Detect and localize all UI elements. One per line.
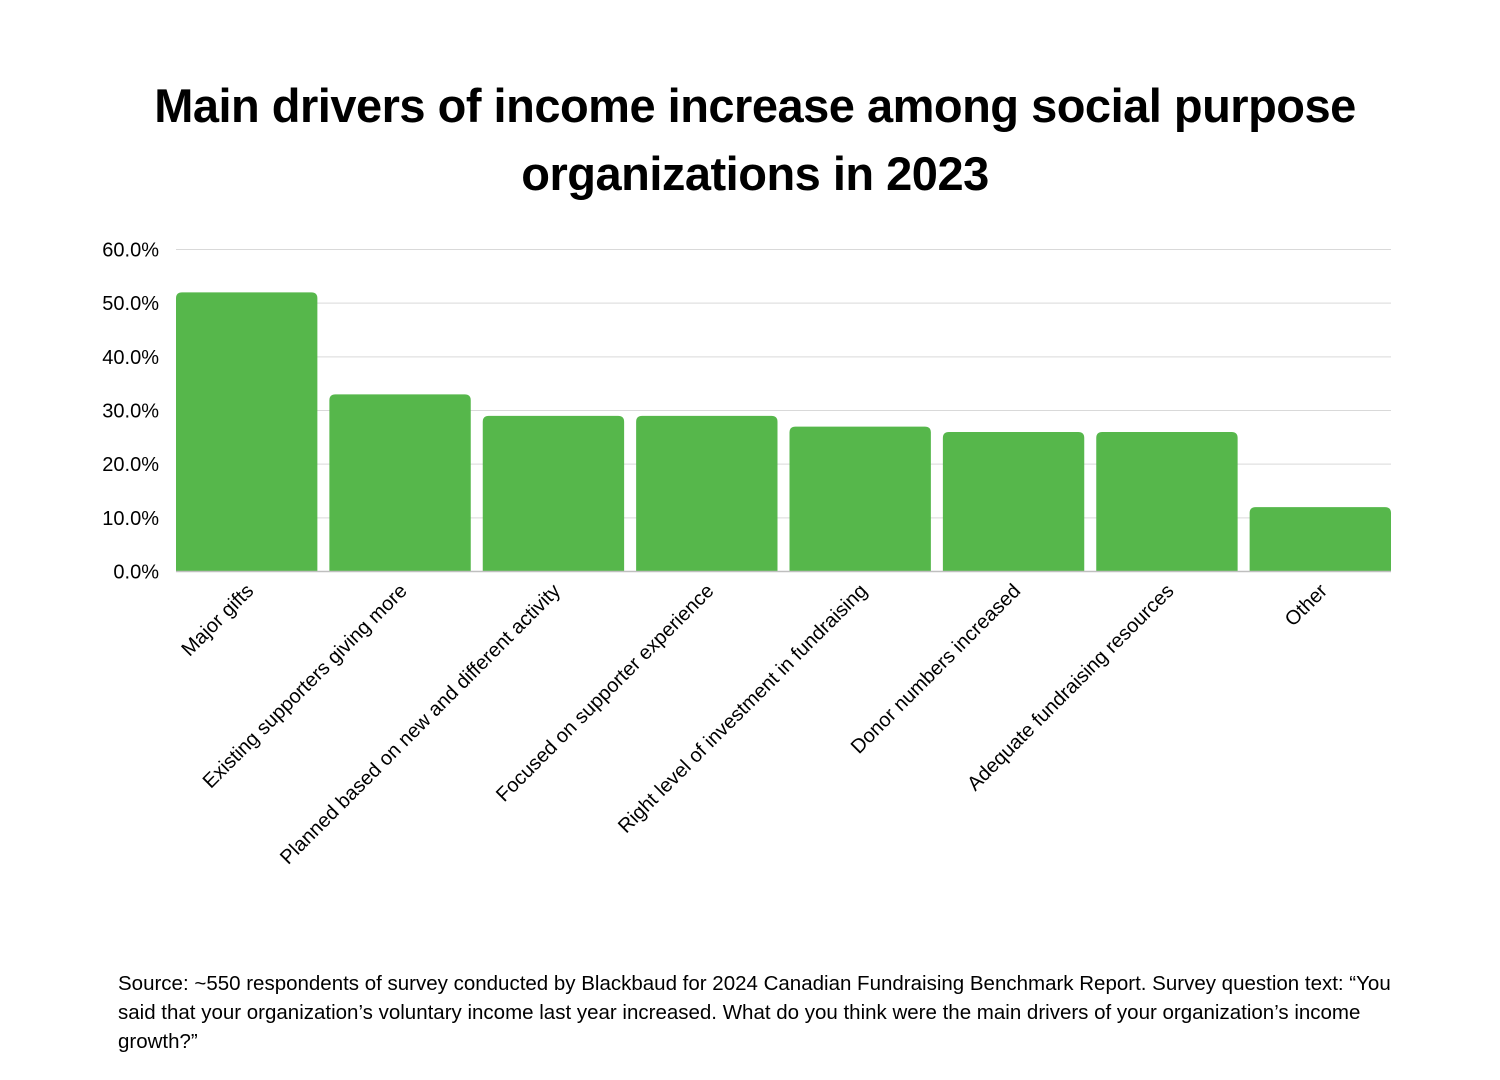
- bar: [1096, 431, 1238, 572]
- bar: [1249, 507, 1391, 572]
- bar-chart: 0.0% 10.0% 20.0% 30.0% 40.0% 50.0% 60.0% Major …: [102, 240, 1391, 869]
- y-tick-label: 10.0%: [102, 508, 159, 530]
- y-tick-label: 20.0%: [102, 454, 159, 476]
- bar: [789, 426, 931, 572]
- y-tick-label: 40.0%: [102, 347, 159, 369]
- bar: [942, 431, 1085, 572]
- x-tick-label: Donor numbers increased: [847, 580, 1025, 758]
- y-tick-label: 50.0%: [102, 293, 159, 315]
- x-tick-label: Planned based on new and different activ…: [276, 580, 565, 869]
- bar: [176, 292, 318, 572]
- bar: [329, 394, 471, 572]
- x-tick-label: Other: [1281, 580, 1332, 631]
- y-tick-label: 60.0%: [102, 240, 159, 262]
- y-tick-label: 30.0%: [102, 401, 159, 423]
- y-tick-label: 0.0%: [113, 562, 159, 584]
- bar: [482, 415, 625, 572]
- source-note: Source: ~550 respondents of survey condu…: [118, 972, 1391, 1053]
- x-tick-label: Major gifts: [177, 580, 258, 661]
- chart-title: Main drivers of income increase among so…: [154, 79, 1356, 200]
- bar: [636, 415, 778, 572]
- x-tick-label: Right level of investment in fundraising: [614, 580, 872, 838]
